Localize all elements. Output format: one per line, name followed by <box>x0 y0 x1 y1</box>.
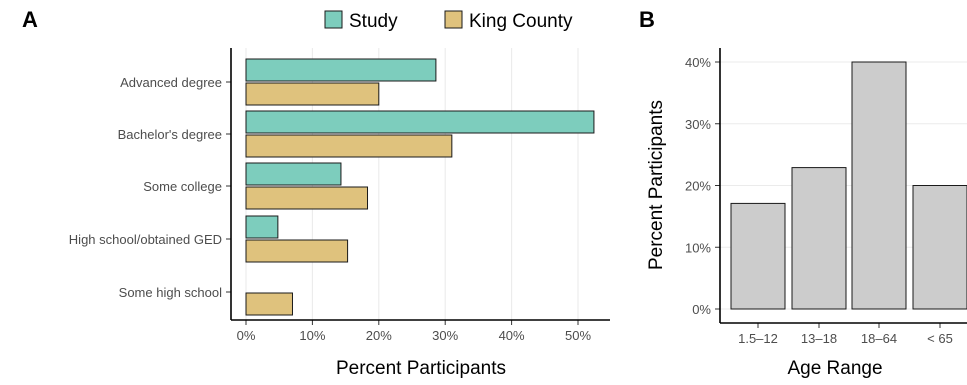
legend-swatch-study <box>324 10 343 29</box>
legend-label-king-county: King County <box>469 11 573 32</box>
legend-label-study: Study <box>349 11 398 32</box>
x-tick-label: 30% <box>432 328 458 343</box>
x-tick-label: 13–18 <box>801 331 837 346</box>
category-label-advanced-degree: Advanced degree <box>120 75 222 90</box>
bar-age-1-5-12 <box>730 202 786 310</box>
x-axis-title: Age Range <box>787 358 882 379</box>
bar-king-county-bachelor-s-degree <box>245 134 453 158</box>
category-label-bachelor-s-degree: Bachelor's degree <box>118 127 222 142</box>
bar-king-county-high-school-obtained-ged <box>245 239 349 263</box>
bar-king-county-advanced-degree <box>245 82 380 106</box>
bar-age-65 <box>912 185 967 310</box>
bar-study-some-college <box>245 162 342 186</box>
y-tick-label: 30% <box>685 117 711 132</box>
category-label-high-school-obtained-ged: High school/obtained GED <box>69 232 222 247</box>
x-tick-label: 0% <box>237 328 256 343</box>
x-tick-label: 50% <box>565 328 591 343</box>
bar-age-13-18 <box>791 167 847 310</box>
x-tick-label: 40% <box>499 328 525 343</box>
x-axis-title: Percent Participants <box>336 358 506 379</box>
y-tick-label: 40% <box>685 55 711 70</box>
x-tick-label: 20% <box>366 328 392 343</box>
legend: Study King County <box>324 10 573 32</box>
category-label-some-college: Some college <box>143 179 222 194</box>
y-axis-title: Percent Participants <box>646 100 667 270</box>
y-tick-label: 10% <box>685 240 711 255</box>
panel-a-label: A <box>22 7 38 32</box>
axes: 0% 10% 20% 30% 40% 1.5–12 13–18 18–64 < 65 <box>685 48 967 346</box>
x-tick-label: 18–64 <box>861 331 897 346</box>
x-tick-label: 1.5–12 <box>738 331 778 346</box>
bar-king-county-some-high-school <box>245 292 293 316</box>
axes: 0% 10% 20% 30% 40% 50% Advanced degree Bachelor… <box>69 48 610 343</box>
bars <box>730 61 967 310</box>
bar-age-18-64 <box>851 61 907 310</box>
y-tick-label: 20% <box>685 179 711 194</box>
education-bar-chart: 0% 10% 20% 30% 40% 50% Advanced degree Bachelor… <box>69 48 610 379</box>
y-tick-label: 0% <box>692 302 711 317</box>
bar-study-high-school-obtained-ged <box>245 215 279 239</box>
panel-b-label: B <box>639 7 655 32</box>
bars <box>245 58 595 316</box>
bar-study-advanced-degree <box>245 58 437 82</box>
age-bar-chart: 0% 10% 20% 30% 40% 1.5–12 13–18 18–64 < 65 Age R… <box>646 48 967 379</box>
legend-swatch-king-county <box>444 10 463 29</box>
category-label-some-high-school: Some high school <box>119 285 222 300</box>
x-tick-label: 10% <box>299 328 325 343</box>
bar-king-county-some-college <box>245 186 369 210</box>
bar-study-bachelor-s-degree <box>245 110 595 134</box>
x-tick-label: < 65 <box>927 331 953 346</box>
